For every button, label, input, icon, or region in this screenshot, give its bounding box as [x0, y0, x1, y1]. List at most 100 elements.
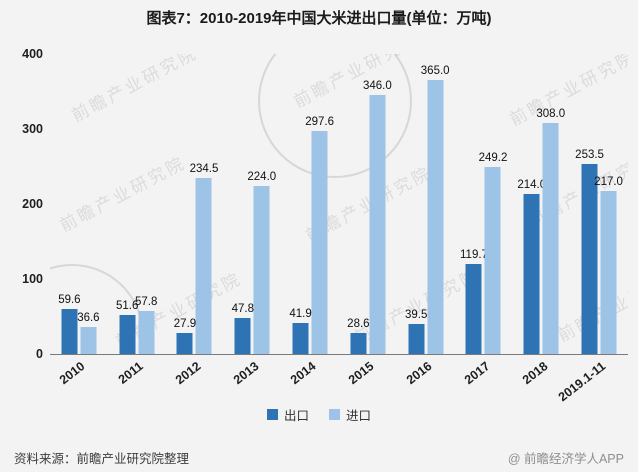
x-axis-label: 2011: [115, 359, 146, 387]
y-tick-label: 0: [36, 347, 43, 361]
value-label: 36.6: [77, 311, 100, 324]
legend-swatch: [329, 409, 340, 420]
bar-进口: [600, 191, 617, 354]
bar-group: 59.6 36.6: [50, 54, 108, 354]
value-label: 27.9: [173, 318, 197, 331]
bar-wrap: 365.0: [421, 65, 450, 354]
bar-wrap: 234.5: [190, 163, 218, 354]
bar-出口: [176, 333, 193, 354]
value-label: 28.6: [347, 317, 370, 330]
bar-pair: 39.5 365.0: [405, 65, 450, 354]
x-axis-label: 2012: [172, 359, 204, 388]
value-label: 59.6: [58, 294, 81, 307]
bar-进口: [195, 178, 212, 354]
value-label: 214.0: [517, 178, 547, 191]
plot-area: 前瞻产业研究院 前瞻产业研究院 前瞻产业研究院 前瞻产业研究院 前瞻产业研究院 前瞻产业研…: [50, 54, 628, 355]
bar-group: 253.5 217.0: [570, 54, 628, 354]
chart-title: 图表7：2010-2019年中国大米进出口量(单位：万吨): [146, 10, 492, 27]
bar-wrap: 28.6: [347, 318, 370, 354]
bar-wrap: 217.0: [594, 176, 623, 354]
bar-出口: [292, 322, 309, 354]
y-tick-label: 300: [22, 122, 43, 136]
bar-wrap: 297.6: [305, 116, 334, 354]
bar-wrap: 39.5: [405, 309, 427, 354]
bar-出口: [61, 309, 78, 354]
value-label: 365.0: [420, 65, 450, 78]
bar-group: 27.9 234.5: [166, 54, 224, 354]
bar-wrap: 249.2: [479, 152, 507, 354]
bar-pair: 253.5 217.0: [575, 149, 623, 354]
bar-pair: 28.6 346.0: [347, 80, 392, 354]
bar-进口: [427, 80, 444, 354]
value-label: 57.8: [134, 295, 158, 308]
value-label: 253.5: [575, 148, 604, 161]
bar-pair: 59.6 36.6: [58, 294, 100, 354]
bar-进口: [369, 94, 386, 354]
bar-wrap: 51.6: [116, 300, 138, 354]
value-label: 308.0: [536, 108, 566, 120]
bar-出口: [119, 315, 136, 354]
bar-pair: 41.9 297.6: [289, 116, 334, 354]
bar-进口: [253, 186, 270, 354]
footer-source: 资料来源：前瞻产业研究院整理: [14, 452, 190, 466]
bar-pair: 119.7 249.2: [460, 152, 507, 354]
legend-label: 出口: [283, 409, 309, 423]
x-axis-label: 2013: [230, 359, 261, 388]
bar-wrap: 308.0: [536, 108, 565, 354]
value-label: 346.0: [362, 79, 392, 92]
bar-进口: [80, 326, 97, 354]
legend: 出口 进口: [10, 405, 628, 424]
footer-credit: @ 前瞻经济学人APP: [507, 452, 624, 466]
bar-group: 47.8 224.0: [223, 54, 281, 354]
bar-进口: [311, 130, 328, 354]
bar-wrap: 119.7: [460, 249, 488, 354]
value-label: 39.5: [404, 309, 428, 322]
bar-进口: [484, 167, 501, 354]
y-tick-label: 200: [22, 197, 43, 211]
bar-pair: 27.9 234.5: [174, 163, 218, 354]
value-label: 41.9: [289, 307, 312, 320]
bar-group: 51.6 57.8: [108, 54, 166, 354]
x-axis-label: 2015: [345, 359, 377, 388]
x-axis-label: 2017: [461, 359, 493, 388]
y-tick-label: 100: [22, 272, 43, 286]
bar-wrap: 214.0: [517, 179, 546, 354]
x-axis-label: 2010: [56, 359, 88, 388]
bar-出口: [234, 318, 251, 354]
value-label: 119.7: [460, 249, 488, 262]
x-axis-label: 2018: [519, 359, 550, 388]
bar-wrap: 36.6: [77, 312, 100, 354]
y-tick-label: 400: [22, 47, 43, 61]
bar-pair: 214.0 308.0: [517, 108, 565, 354]
value-label: 224.0: [247, 171, 277, 183]
legend-swatch: [266, 409, 278, 420]
value-label: 47.8: [231, 303, 254, 316]
bar-进口: [542, 123, 559, 354]
bar-wrap: 59.6: [58, 294, 81, 354]
bar-pair: 47.8 224.0: [232, 171, 276, 354]
bar-group: 39.5 365.0: [397, 54, 455, 354]
bar-wrap: 57.8: [135, 296, 157, 354]
bar-出口: [408, 324, 425, 354]
footer: 资料来源：前瞻产业研究院整理 @ 前瞻经济学人APP: [10, 448, 628, 467]
bar-wrap: 41.9: [289, 308, 312, 354]
bar-出口: [465, 264, 482, 354]
bar-出口: [581, 163, 598, 354]
legend-item-进口: 进口: [329, 405, 371, 424]
bar-进口: [138, 310, 155, 354]
bar-group: 28.6 346.0: [339, 54, 397, 354]
value-label: 297.6: [305, 115, 334, 128]
bar-wrap: 47.8: [232, 303, 254, 354]
plot-row: 0 100 200 300 400 前瞻产业研究院 前瞻产业研究院 前瞻产业研究院 前瞻产业研…: [10, 47, 628, 361]
y-axis: 0 100 200 300 400: [10, 47, 50, 361]
bar-wrap: 224.0: [247, 171, 276, 354]
bar-group: 41.9 297.6: [281, 54, 339, 354]
bar-wrap: 27.9: [174, 318, 196, 354]
bar-出口: [523, 193, 540, 354]
legend-label: 进口: [346, 409, 372, 423]
value-label: 234.5: [189, 163, 219, 176]
bar-wrap: 346.0: [363, 80, 392, 354]
bar-group: 119.7 249.2: [455, 54, 513, 354]
value-label: 217.0: [594, 176, 623, 189]
